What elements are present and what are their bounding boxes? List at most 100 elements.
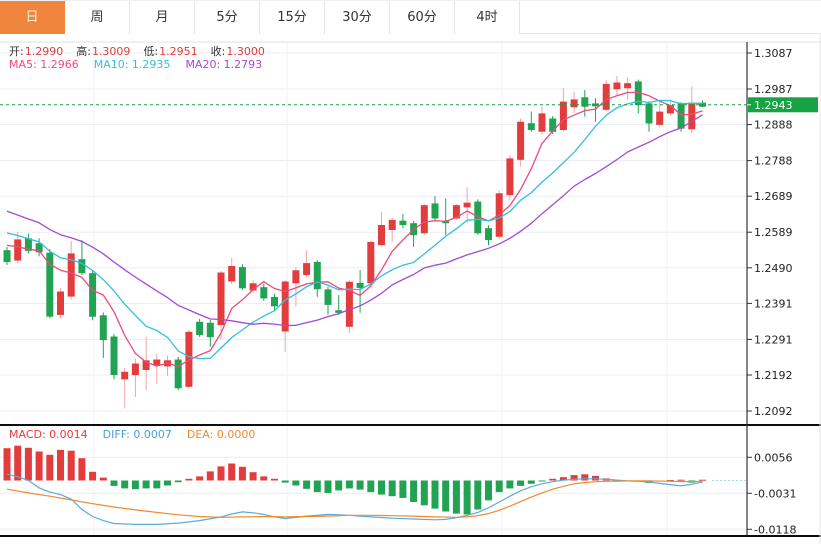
candle-body: [549, 118, 557, 132]
macd-bar: [142, 480, 150, 489]
macd-bar: [538, 480, 546, 482]
candle-body: [196, 321, 204, 336]
macd-bar: [67, 450, 75, 481]
tab-timeframe-1[interactable]: 周: [65, 1, 130, 34]
macd-bar: [367, 480, 375, 493]
ma-legend-item-2: MA20: 1.2793: [185, 58, 263, 71]
panel-divider: [0, 424, 821, 426]
candle-body: [538, 113, 546, 132]
ma-legend: MA5: 1.2966 MA10: 1.2935 MA20: 1.2793: [9, 58, 277, 71]
macd-bar: [517, 480, 525, 486]
macd-bar: [388, 480, 396, 497]
macd-bar: [24, 447, 32, 481]
tab-timeframe-6[interactable]: 60分: [390, 1, 455, 34]
price-tick-7: 1.2391: [754, 297, 793, 310]
candle-body: [35, 243, 43, 253]
candle-body: [238, 267, 246, 289]
candle-body: [110, 336, 118, 375]
candle-body: [57, 291, 64, 315]
macd-bar: [206, 471, 214, 481]
macd-legend-item-0: MACD: 0.0014: [9, 428, 88, 441]
price-tick-0: 1.3087: [754, 47, 793, 60]
macd-bar: [356, 480, 364, 490]
ohlc-label-3: 收:: [210, 45, 226, 58]
candle-body: [281, 281, 289, 332]
macd-bar: [699, 479, 706, 481]
current-price-label: 1.2943: [754, 99, 793, 112]
ohlc-label-2: 低:: [143, 45, 159, 58]
macd-bar: [495, 480, 503, 493]
ma10-line: [6, 99, 703, 360]
candle-body: [656, 111, 664, 125]
macd-bar: [196, 476, 204, 481]
ma20-line: [6, 114, 703, 327]
macd-bar: [410, 480, 418, 502]
candle-body: [613, 82, 621, 90]
tab-timeframe-0[interactable]: 日: [0, 1, 65, 34]
current-price-tag: 1.2943: [747, 97, 818, 113]
candle-body: [121, 371, 129, 380]
candle-body: [206, 322, 214, 338]
candle-body: [399, 220, 407, 225]
macd-bar: [271, 478, 278, 481]
timeframe-toolbar: 日周月 5分 15分 30分 60分 4时: [0, 0, 821, 34]
price-axis: 1.3087 1.2987 1.2888 1.2788 1.2689 1.2589 1.24…: [747, 47, 796, 536]
macd-bar: [463, 480, 471, 515]
candle-body: [3, 250, 11, 263]
candle-body: [24, 238, 32, 251]
macd-bar: [474, 480, 482, 510]
candle-body: [249, 283, 257, 291]
candle-body: [431, 203, 439, 219]
price-tick-8: 1.2291: [754, 333, 793, 346]
ma-lines: [6, 91, 703, 368]
ohlc-value-0: 1.2990: [24, 45, 64, 58]
macd-legend-item-2: DEA: 0.0000: [186, 428, 256, 441]
macd-bar: [57, 449, 64, 481]
tab-timeframe-4[interactable]: 15分: [260, 1, 325, 34]
candle-body: [559, 101, 567, 130]
macd-bar: [378, 480, 385, 495]
macd-bar: [121, 480, 129, 489]
price-tick-3: 1.2788: [754, 155, 793, 168]
candle-body: [303, 263, 311, 275]
macd-bar: [442, 480, 450, 512]
tab-timeframe-2[interactable]: 月: [130, 1, 195, 34]
candle-body: [271, 296, 278, 307]
ohlc-value-3: 1.3000: [226, 45, 265, 58]
candle-body: [624, 83, 632, 89]
macd-bar: [164, 480, 171, 486]
candle-body: [485, 228, 492, 241]
macd-bar: [46, 454, 54, 481]
macd-bar: [303, 480, 311, 489]
candle-body: [131, 363, 139, 375]
macd-tick-2: -0.0118: [754, 523, 796, 536]
candle-body: [345, 281, 353, 327]
ohlc-label-0: 开:: [9, 45, 24, 58]
ma-legend-item-0: MA5: 1.2966: [9, 58, 79, 71]
macd-bar: [185, 478, 193, 481]
tab-timeframe-3[interactable]: 5分: [195, 1, 260, 34]
candle-body: [517, 121, 525, 160]
macd-bar: [527, 480, 535, 484]
macd-bar: [549, 478, 557, 481]
macd-bar: [35, 451, 43, 481]
tab-timeframe-5[interactable]: 30分: [325, 1, 390, 34]
macd-bar: [292, 480, 300, 486]
macd-bar: [452, 480, 460, 514]
macd-bar: [399, 480, 407, 498]
candle-body: [634, 81, 642, 106]
bottom-border: [0, 535, 821, 537]
candle-body: [99, 315, 107, 341]
ohlc-label-1: 高:: [76, 45, 91, 58]
macd-bar: [506, 480, 514, 489]
tab-timeframe-7[interactable]: 4时: [455, 1, 520, 34]
price-tick-6: 1.2490: [754, 262, 793, 275]
candle-body: [292, 270, 300, 284]
candle-body: [335, 310, 343, 313]
candle-body: [228, 266, 236, 282]
candle-body: [677, 103, 685, 129]
ma5-line: [6, 91, 703, 368]
macd-bar: [78, 458, 86, 481]
